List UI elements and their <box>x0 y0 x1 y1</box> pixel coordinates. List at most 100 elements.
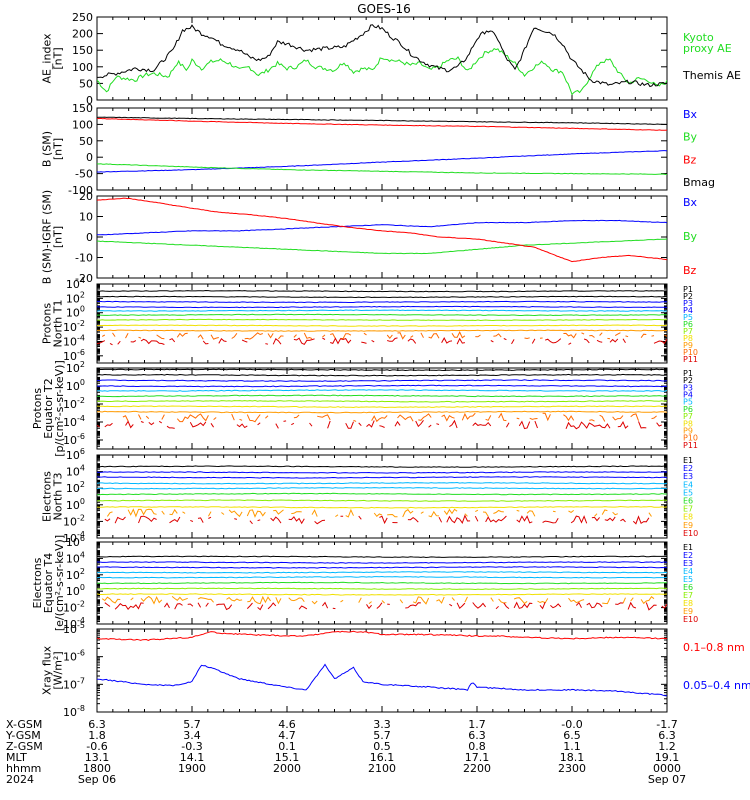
channel-label-p8: P8 <box>683 419 693 428</box>
y-tick-exponent: 6 <box>80 534 85 543</box>
channel-line-p10 <box>664 334 667 337</box>
y-tick-exponent: 2 <box>80 290 85 299</box>
channel-line-p10 <box>451 331 466 339</box>
channel-line-p10 <box>265 415 269 419</box>
channel-line-e10 <box>366 604 372 610</box>
channel-line-p10 <box>428 333 440 339</box>
channel-line-e10 <box>163 602 170 609</box>
x-row-value: Sep 07 <box>648 773 686 786</box>
channel-line-e10 <box>570 515 588 524</box>
channel-line-p10 <box>322 334 326 338</box>
figure-title: GOES-16 <box>357 2 411 16</box>
x-row-value: 15.1 <box>275 751 300 764</box>
channel-label-p3: P3 <box>683 299 693 308</box>
channel-line-p11 <box>117 340 121 345</box>
series-line-bx <box>97 219 667 236</box>
y-axis-label: Electrons <box>31 557 44 608</box>
x-row-value: 3.3 <box>373 718 391 731</box>
channel-line-e9 <box>482 511 489 517</box>
channel-line-p10 <box>420 332 424 338</box>
y-tick-label: 10-8 <box>63 704 85 719</box>
y-axis-label: Xray flux <box>41 645 54 695</box>
x-row-value: 4.6 <box>278 718 296 731</box>
channel-line-p10 <box>239 418 243 421</box>
y-tick-label: 20 <box>79 190 93 203</box>
channel-line-p11 <box>358 422 362 427</box>
channel-line-e9 <box>594 513 598 517</box>
channel-line-p11 <box>361 341 367 344</box>
channel-line-p10 <box>410 335 414 338</box>
channel-line-p10 <box>542 412 551 422</box>
y-tick-label: 10-2 <box>63 319 85 334</box>
y-tick-exponent: -2 <box>77 513 85 522</box>
channel-label-p4: P4 <box>683 391 693 400</box>
channel-line-e9 <box>381 600 385 604</box>
channel-line-e10 <box>216 603 233 611</box>
channel-line-p10 <box>418 413 432 421</box>
channel-label-p6: P6 <box>683 405 693 414</box>
channel-label-p3: P3 <box>683 383 693 392</box>
channel-line-p8 <box>97 405 667 409</box>
channel-line-p11 <box>189 421 207 428</box>
channel-line-e9 <box>630 597 634 602</box>
channel-line-p10 <box>156 334 165 340</box>
channel-line-e9 <box>443 508 458 516</box>
channel-line-p11 <box>322 337 326 340</box>
channel-line-p10 <box>176 332 188 338</box>
channel-line-p2 <box>97 373 667 377</box>
channel-line-e3 <box>97 476 667 479</box>
channel-line-p11 <box>387 337 398 342</box>
channel-line-e9 <box>640 595 655 605</box>
x-row-value: 6.5 <box>563 729 581 742</box>
channel-line-p10 <box>244 332 263 340</box>
y-tick-exponent: -6 <box>77 348 85 357</box>
channel-label-p4: P4 <box>683 306 693 315</box>
y-axis-label: AE_index <box>41 33 54 84</box>
x-row-value: -0.3 <box>181 740 202 753</box>
channel-line-p11 <box>394 420 401 427</box>
channel-line-p3 <box>97 300 667 304</box>
y-tick-exponent: -7 <box>77 676 85 685</box>
channel-label-p9: P9 <box>683 426 693 435</box>
channel-line-p10 <box>589 334 595 338</box>
channel-line-e10 <box>114 516 126 524</box>
channel-line-e10 <box>474 515 479 522</box>
channel-line-e10 <box>270 516 282 524</box>
channel-line-p3 <box>97 379 667 382</box>
channel-line-p11 <box>583 338 590 344</box>
channel-label-e5: E5 <box>683 575 693 584</box>
channel-line-e9 <box>464 513 468 517</box>
channel-line-e10 <box>208 516 212 519</box>
channel-line-p11 <box>456 337 465 345</box>
channel-line-e10 <box>288 516 305 525</box>
channel-line-e9 <box>140 595 163 605</box>
channel-line-e9 <box>171 596 188 601</box>
channel-line-e10 <box>234 518 238 520</box>
channel-line-e9 <box>475 509 479 513</box>
channel-line-e9 <box>345 508 354 518</box>
channel-line-e9 <box>412 596 430 605</box>
channel-line-e9 <box>275 597 282 605</box>
y-tick-label: -50 <box>75 168 93 181</box>
channel-line-e8 <box>97 505 667 509</box>
y-tick-label: 102 <box>66 290 85 305</box>
channel-line-e9 <box>373 512 383 518</box>
channel-line-p4 <box>97 305 667 309</box>
channel-line-p11 <box>218 338 227 344</box>
series-line-by <box>97 238 667 255</box>
series-line-themis-ae <box>97 24 667 88</box>
panel-frame <box>96 195 668 279</box>
x-row-value: 19.1 <box>655 751 680 764</box>
series-line-bz <box>97 117 667 131</box>
channel-line-p10 <box>386 334 393 340</box>
channel-line-p11 <box>104 422 113 428</box>
channel-line-p4 <box>97 384 667 388</box>
channel-label-p1: P1 <box>683 285 693 294</box>
legend-label: Bmag <box>683 176 715 189</box>
x-row-value: 3.4 <box>183 729 201 742</box>
channel-line-p11 <box>545 338 562 344</box>
y-tick-exponent: 2 <box>80 480 85 489</box>
channel-line-e10 <box>314 519 326 525</box>
y-tick-exponent: -6 <box>77 432 85 441</box>
channel-label-e1: E1 <box>683 543 693 552</box>
